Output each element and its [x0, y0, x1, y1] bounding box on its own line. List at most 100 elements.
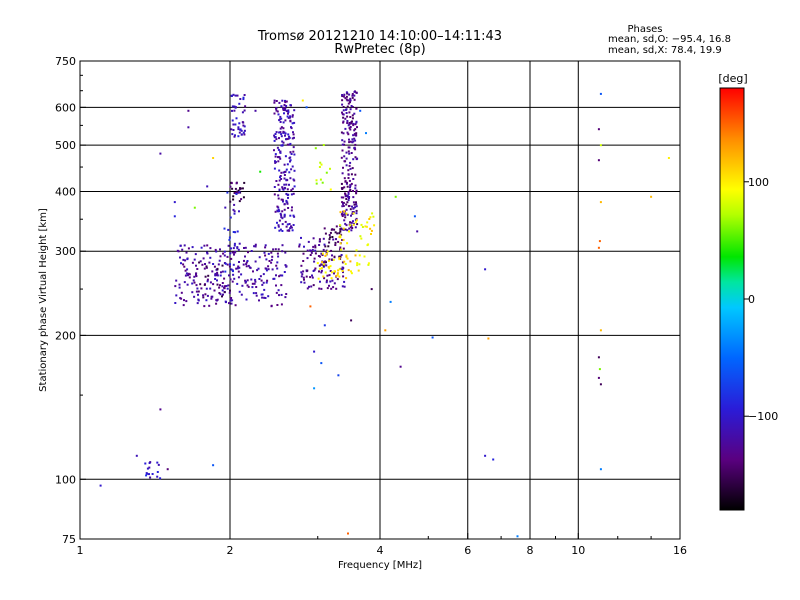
data-point [314, 244, 317, 247]
data-point [346, 92, 349, 95]
data-point [364, 225, 367, 228]
x-tick-label: 6 [464, 544, 471, 557]
data-point [306, 269, 309, 272]
data-point [283, 271, 286, 273]
data-point [292, 192, 295, 195]
data-point [349, 208, 352, 211]
data-point [239, 128, 242, 131]
data-point [200, 246, 203, 249]
data-point [255, 292, 258, 295]
data-point [270, 258, 273, 261]
data-point [211, 270, 214, 273]
data-point [280, 135, 283, 138]
data-point [484, 454, 487, 457]
data-point [236, 94, 239, 97]
data-point [227, 228, 230, 231]
data-point [356, 126, 358, 129]
data-point [302, 270, 305, 273]
data-point [267, 252, 270, 255]
data-point [238, 200, 241, 203]
data-point [348, 141, 351, 144]
data-point [314, 267, 317, 270]
data-point [348, 122, 351, 124]
data-point [243, 94, 246, 96]
data-point [273, 186, 276, 188]
y-tick-label: 400 [55, 185, 76, 198]
data-point [326, 250, 329, 253]
data-point [359, 109, 362, 112]
data-point [159, 477, 162, 480]
data-point [341, 212, 344, 215]
data-point [352, 223, 355, 226]
data-point [298, 243, 301, 246]
data-point [282, 188, 285, 191]
data-point [352, 207, 355, 210]
data-point [341, 266, 344, 269]
data-point [278, 189, 281, 192]
data-point [285, 110, 288, 113]
data-point [247, 251, 249, 254]
data-point [355, 158, 358, 161]
data-point [354, 139, 357, 142]
data-point [338, 236, 341, 238]
data-point [175, 279, 178, 282]
data-point [218, 292, 221, 294]
data-point [344, 193, 347, 196]
data-point [355, 107, 358, 110]
data-point [279, 151, 282, 154]
data-point [195, 275, 198, 278]
data-point [342, 271, 344, 274]
data-point [233, 203, 236, 206]
data-point [598, 240, 601, 243]
data-point [159, 152, 162, 155]
data-point [346, 122, 349, 124]
data-point [149, 461, 152, 464]
data-point [219, 274, 222, 277]
data-point [277, 289, 280, 292]
data-point [192, 279, 195, 282]
data-point [279, 127, 282, 130]
data-point [394, 195, 397, 198]
data-point [216, 271, 219, 274]
data-point [355, 132, 358, 135]
data-point [278, 294, 280, 297]
data-point [232, 195, 235, 198]
data-point [289, 160, 291, 163]
data-point [260, 279, 263, 282]
data-point [231, 133, 234, 136]
data-point [288, 136, 291, 139]
data-point [389, 300, 392, 303]
data-point [312, 284, 315, 287]
data-point [650, 195, 653, 198]
data-point [275, 107, 278, 109]
data-point [289, 227, 292, 230]
data-point [352, 212, 355, 215]
data-point [288, 229, 291, 232]
data-point [216, 274, 219, 277]
data-point [238, 122, 241, 125]
data-point [348, 138, 350, 141]
data-point [234, 123, 237, 126]
data-point [341, 143, 344, 146]
data-point [369, 216, 372, 219]
data-point [280, 133, 283, 136]
data-point [341, 187, 344, 190]
data-point [175, 294, 178, 297]
data-point [99, 484, 102, 487]
data-point [184, 259, 187, 262]
data-point [180, 262, 182, 265]
data-point [343, 93, 346, 96]
data-point [275, 274, 277, 277]
data-point [344, 222, 347, 225]
data-point [355, 191, 358, 194]
data-point [286, 115, 289, 118]
data-point [338, 268, 341, 271]
data-point [289, 177, 292, 180]
data-point [320, 362, 323, 365]
data-point [284, 101, 287, 104]
data-point [263, 251, 266, 254]
data-point [212, 464, 215, 467]
data-point [338, 258, 341, 261]
data-point [281, 250, 284, 253]
data-point [268, 260, 271, 262]
